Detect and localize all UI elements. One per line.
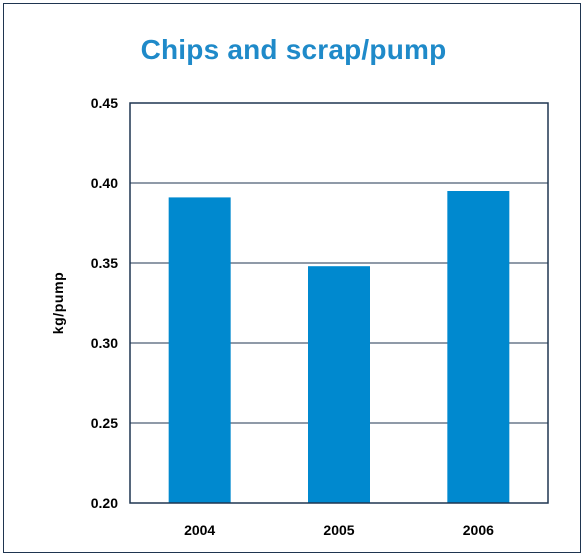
- y-tick-label: 0.45: [91, 95, 118, 111]
- y-tick-label: 0.40: [91, 175, 118, 191]
- plot-area-border: [129, 102, 549, 504]
- y-tick-label: 0.20: [91, 495, 118, 511]
- y-tick-label: 0.35: [91, 255, 118, 271]
- y-tick-label: 0.25: [91, 415, 118, 431]
- chart-title: Chips and scrap/pump: [140, 34, 447, 65]
- bar-2005: [308, 266, 370, 503]
- bars: [168, 191, 510, 503]
- x-tick-label: 2004: [184, 522, 215, 538]
- y-tick-labels: 0.45 0.40 0.35 0.30 0.25 0.20: [91, 95, 118, 511]
- x-tick-labels: 2004 2005 2006: [184, 522, 494, 538]
- x-tick-label: 2005: [323, 522, 354, 538]
- y-tick-label: 0.30: [91, 335, 118, 351]
- bar-2006: [447, 191, 510, 503]
- y-axis-title: kg/pump: [50, 272, 66, 335]
- x-tick-label: 2006: [463, 522, 494, 538]
- bar-2004: [168, 197, 231, 503]
